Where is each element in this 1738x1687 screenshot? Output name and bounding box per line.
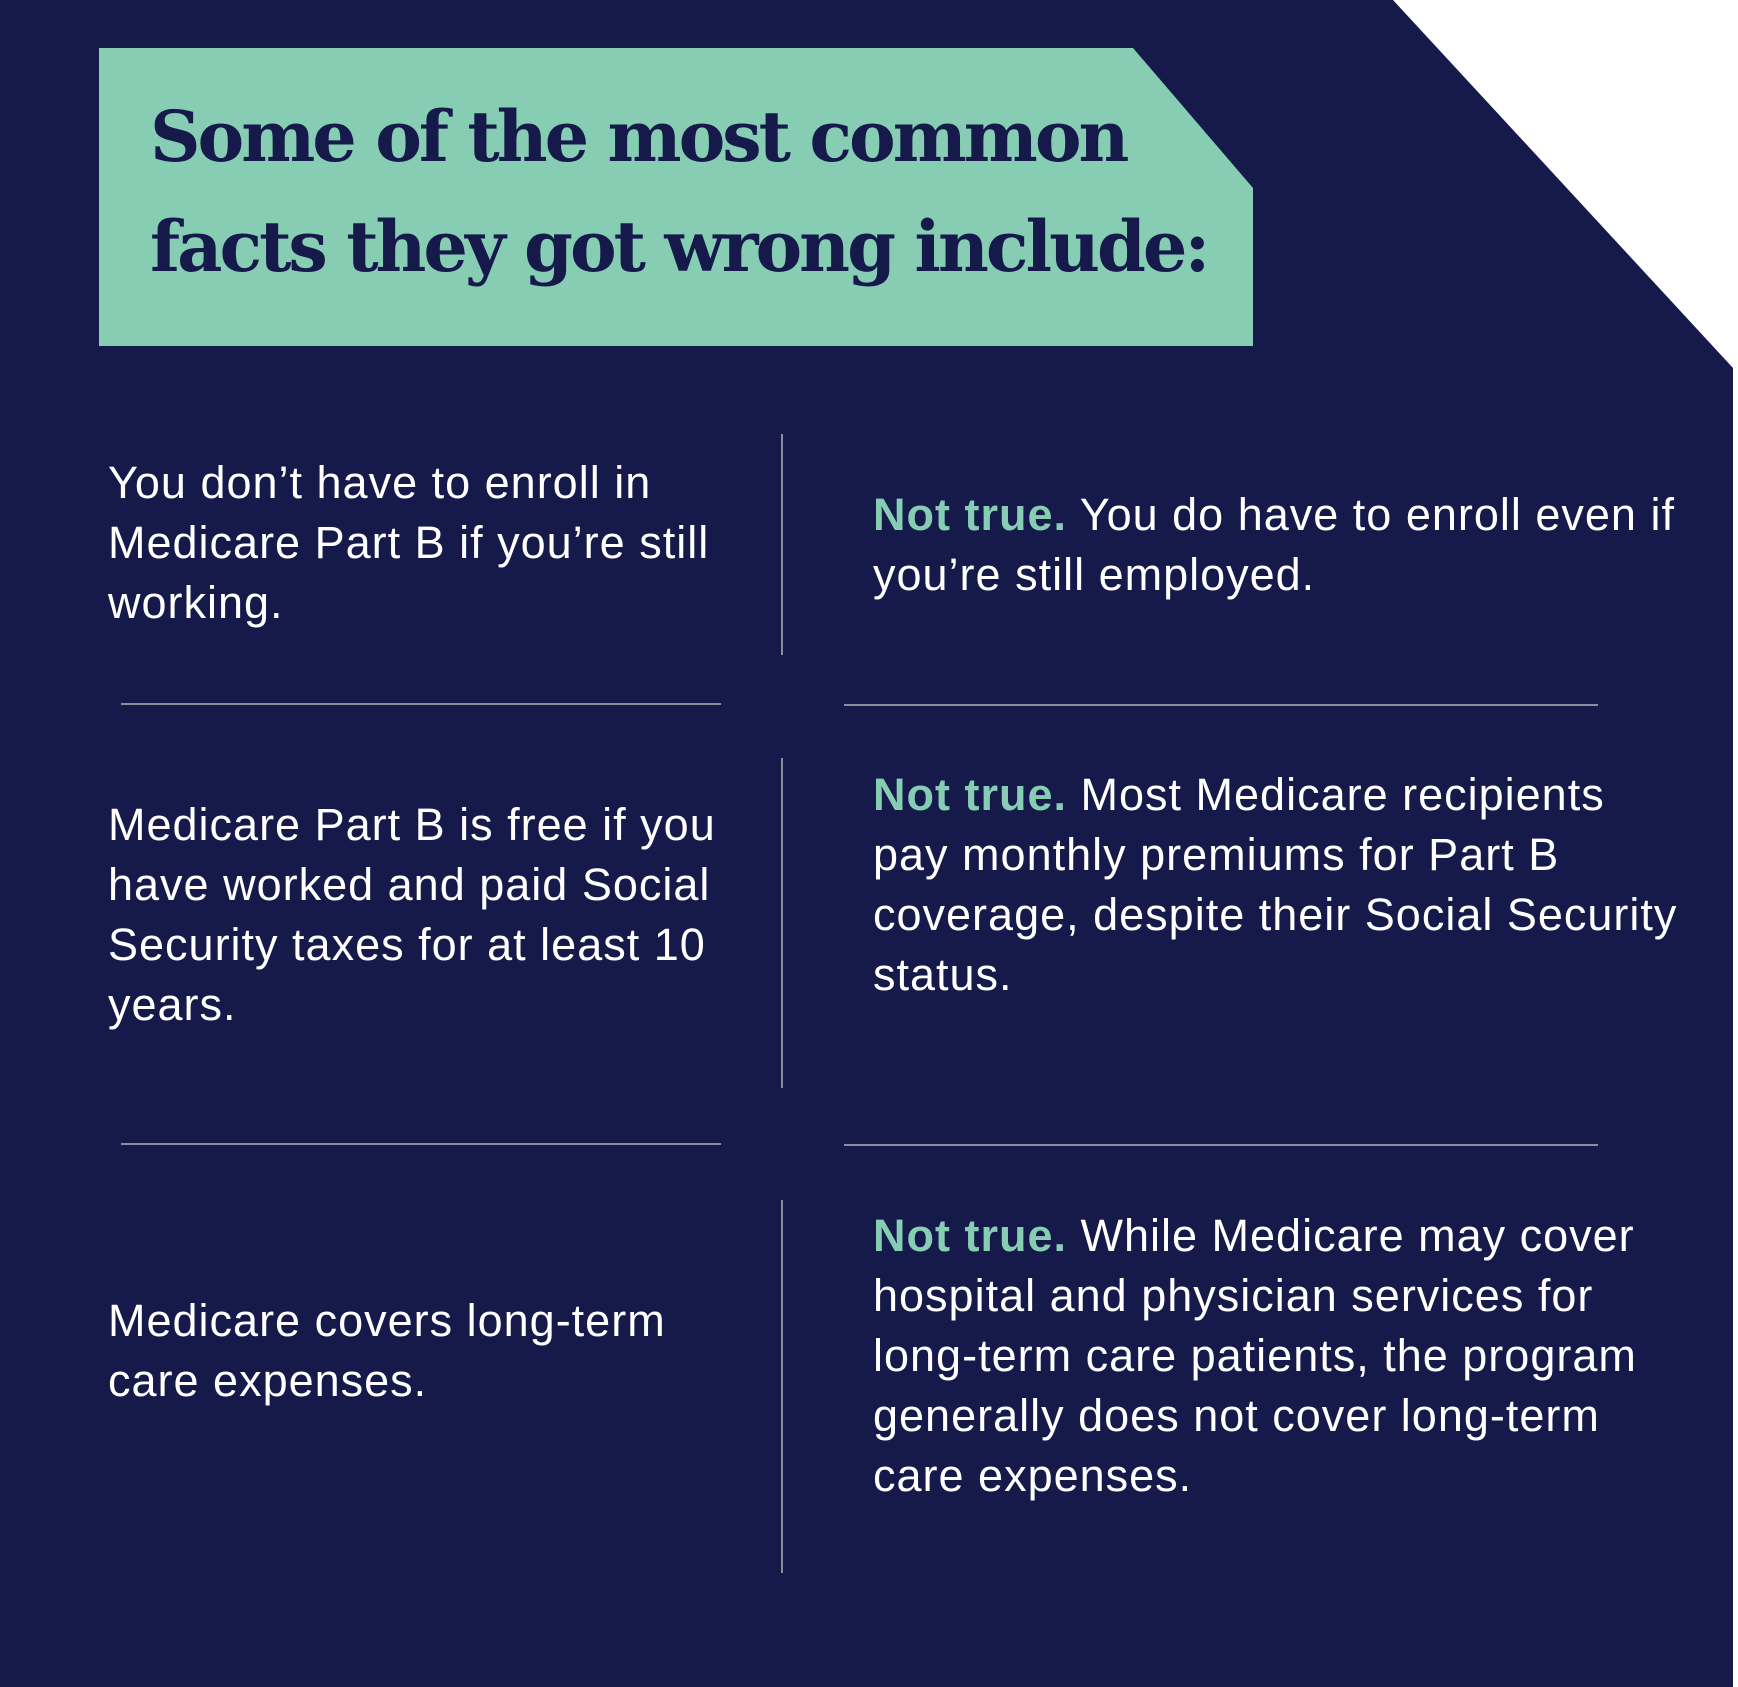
fact-lead-2: Not true. <box>873 769 1067 820</box>
fact-statement-1: Not true. You do have to enroll even if … <box>873 485 1683 605</box>
row-divider-left-1 <box>121 703 721 705</box>
myth-statement-2: Medicare Part B is free if you have work… <box>108 799 716 1030</box>
row-divider-left-2 <box>121 1143 721 1145</box>
column-divider-2 <box>781 758 783 1088</box>
row-divider-right-1 <box>844 704 1598 706</box>
fact-lead-3: Not true. <box>873 1210 1067 1261</box>
page-title: Some of the most common facts they got w… <box>150 95 1210 288</box>
column-divider-1 <box>781 434 783 655</box>
fact-statement-3: Not true. While Medicare may cover hospi… <box>873 1206 1683 1506</box>
myth-statement-1: You don’t have to enroll in Medicare Par… <box>108 457 710 628</box>
row-divider-right-2 <box>844 1144 1598 1146</box>
fact-text-1: You do have to enroll even if you’re sti… <box>873 489 1675 600</box>
fact-lead-1: Not true. <box>873 489 1067 540</box>
fact-statement-2: Not true. Most Medicare recipients pay m… <box>873 765 1683 1005</box>
column-divider-3 <box>781 1200 783 1573</box>
fact-text-3: While Medicare may cover hospital and ph… <box>873 1210 1637 1501</box>
title-banner <box>99 48 1253 346</box>
myth-statement-3: Medicare covers long-term care expenses. <box>108 1295 666 1406</box>
fact-text-2: Most Medicare recipients pay monthly pre… <box>873 769 1678 1000</box>
